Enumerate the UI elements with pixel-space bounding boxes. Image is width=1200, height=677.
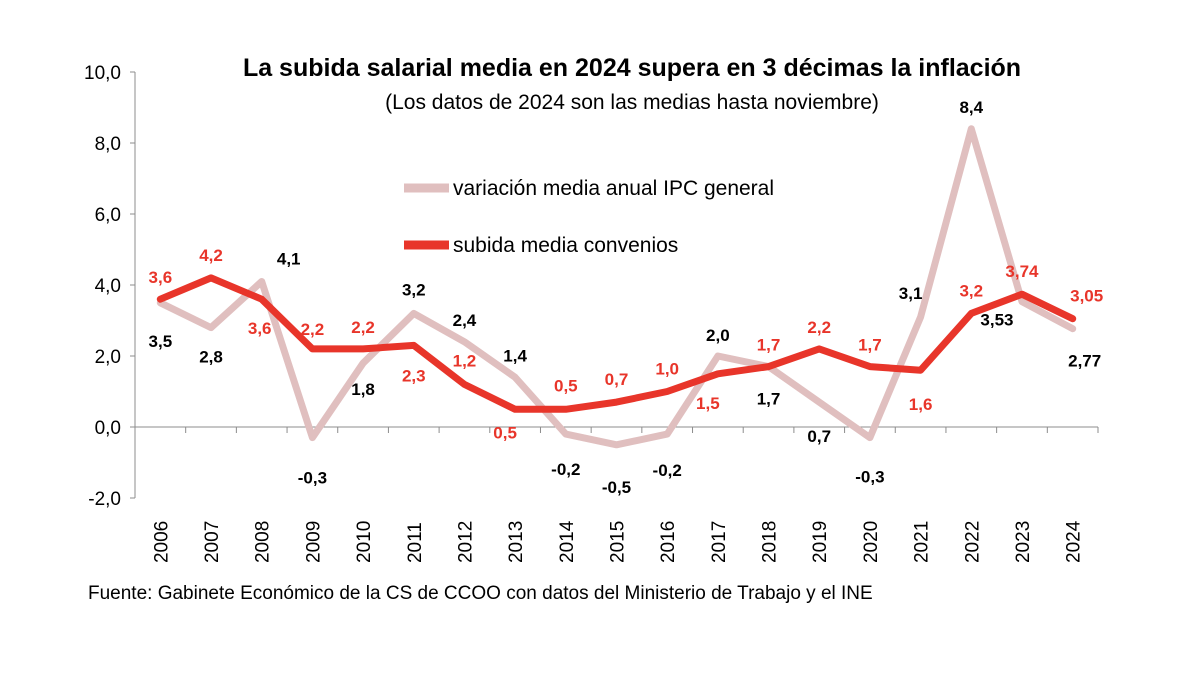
data-label-ipc: 3,1 [899,284,923,303]
legend: variación media anual IPC general subida… [404,177,774,257]
data-label-ipc: 8,4 [959,98,983,117]
x-tick-label: 2017 [709,521,730,563]
data-label-ipc: -0,2 [551,460,580,479]
x-tick-label: 2014 [557,520,578,563]
y-tick-label: 10,0 [84,63,121,84]
legend-label-ipc: variación media anual IPC general [453,177,774,200]
data-label-convenios: 1,6 [909,395,933,414]
data-label-convenios: 2,2 [301,320,325,339]
data-label-convenios: 0,7 [605,370,629,389]
data-label-ipc: 4,1 [277,249,301,268]
data-label-ipc: -0,2 [653,461,682,480]
x-tick-label: 2018 [760,521,781,563]
x-tick-label: 2022 [962,521,983,563]
data-labels: 3,5 2,8 4,1 -0,3 1,8 3,2 2,4 1,4 -0,2 -0,5 -0,2 2,0… [149,98,1104,497]
data-label-ipc: 2,77 [1068,352,1101,371]
data-label-convenios: 1,5 [696,394,720,413]
x-tick-label: 2010 [354,521,375,563]
x-tick-label: 2011 [405,522,426,563]
data-label-convenios: 3,6 [149,268,173,287]
x-tick-label: 2023 [1013,521,1034,563]
axes: -2,0 0,0 2,0 4,0 6,0 8,0 10,0 2006 2007 2008 2009 2… [84,63,1099,563]
data-label-ipc: 1,8 [351,380,375,399]
data-label-ipc: 0,7 [807,427,831,446]
data-label-ipc: 2,0 [706,326,730,345]
data-label-convenios: 1,7 [757,336,781,355]
y-tick-label: 6,0 [95,205,121,226]
data-label-convenios: 2,2 [351,318,375,337]
legend-label-convenios: subida media convenios [453,234,678,257]
data-label-ipc: 1,7 [757,390,781,409]
x-tick-label: 2020 [861,521,882,563]
y-tick-label: 4,0 [95,276,121,297]
data-label-ipc: 3,5 [149,332,173,351]
data-label-ipc: 3,53 [980,311,1013,330]
data-label-convenios: 3,6 [248,319,272,338]
data-label-ipc: 3,2 [402,280,426,299]
data-label-ipc: -0,5 [602,478,631,497]
data-label-convenios: 3,2 [959,281,983,300]
data-label-convenios: 2,3 [402,366,426,385]
chart-subtitle: (Los datos de 2024 son las medias hasta … [385,91,879,114]
data-label-ipc: 2,8 [199,348,223,367]
data-label-convenios: 0,5 [554,376,578,395]
x-tick-label: 2006 [151,521,172,563]
data-label-ipc: -0,3 [298,469,327,488]
data-label-ipc: -0,3 [855,468,884,487]
data-label-convenios: 1,2 [453,351,477,370]
data-label-ipc: 2,4 [453,311,477,330]
x-tick-label: 2016 [658,521,679,563]
data-label-convenios: 3,05 [1070,287,1103,306]
x-tick-label: 2008 [253,521,274,563]
x-tick-label: 2015 [608,521,629,563]
y-tick-label: -2,0 [88,489,121,510]
x-tick-label: 2019 [810,521,831,563]
x-tick-label: 2024 [1064,520,1085,563]
series-line-ipc [156,125,1077,449]
x-tick-label: 2021 [912,521,933,563]
x-tick-label: 2012 [455,521,476,563]
series-layer [156,125,1077,449]
data-label-ipc: 1,4 [503,346,527,365]
series-line-convenios [156,274,1077,413]
x-tick-label: 2009 [303,521,324,563]
data-label-convenios: 1,0 [655,360,679,379]
data-label-convenios: 2,2 [807,318,831,337]
data-label-convenios: 4,2 [199,246,223,265]
y-tick-label: 0,0 [95,418,121,439]
chart-title: La subida salarial media en 2024 supera … [243,54,1021,82]
data-label-convenios: 3,74 [1005,262,1039,281]
x-tick-label: 2007 [202,521,223,563]
data-label-convenios: 0,5 [493,423,517,442]
source-note: Fuente: Gabinete Económico de la CS de C… [88,583,873,604]
y-tick-label: 2,0 [95,347,121,368]
x-tick-label: 2013 [506,521,527,563]
data-label-convenios: 1,7 [858,336,882,355]
y-tick-label: 8,0 [95,134,121,155]
